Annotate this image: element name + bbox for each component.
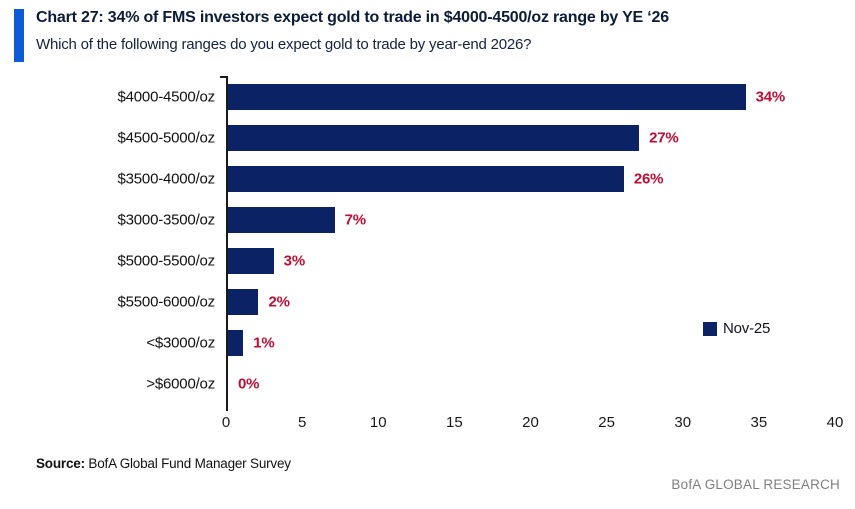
- chart-subtitle: Which of the following ranges do you exp…: [36, 36, 532, 53]
- x-tick-label: 20: [522, 414, 539, 431]
- legend: Nov-25: [703, 320, 770, 337]
- x-tick-label: 0: [221, 414, 231, 431]
- chart-bar: [228, 206, 335, 233]
- chart-bar: [228, 288, 259, 315]
- brand-line: BofA GLOBAL RESEARCH: [671, 477, 840, 492]
- category-label: <$3000/oz: [146, 334, 215, 351]
- chart-bar: [228, 165, 624, 192]
- value-label: 3%: [283, 252, 305, 269]
- value-label: 0%: [238, 375, 260, 392]
- chart-bar: [228, 124, 640, 151]
- chart-row: <$3000/oz 1%: [0, 322, 855, 363]
- chart-bar: [228, 329, 244, 356]
- x-tick-label: 40: [826, 414, 844, 431]
- source-text: BofA Global Fund Manager Survey: [84, 456, 291, 471]
- legend-swatch: [703, 321, 717, 336]
- category-label: $5000-5500/oz: [117, 252, 216, 269]
- chart-row: $5000-5500/oz 3%: [0, 240, 855, 281]
- category-label: $3000-3500/oz: [117, 211, 216, 228]
- value-label: 1%: [253, 334, 275, 351]
- value-label: 26%: [633, 170, 664, 187]
- value-label: 2%: [268, 293, 290, 310]
- chart-bar: [228, 83, 746, 110]
- chart-title: Chart 27: 34% of FMS investors expect go…: [36, 9, 669, 26]
- category-label: >$6000/oz: [146, 375, 215, 392]
- y-axis-line: [226, 76, 228, 405]
- y-axis-top-tick: [220, 76, 226, 78]
- x-tick-label: 5: [297, 414, 307, 431]
- category-label: $4000-4500/oz: [117, 88, 216, 105]
- chart-row: $3000-3500/oz 7%: [0, 199, 855, 240]
- x-tick-label: 15: [446, 414, 463, 431]
- value-label: 27%: [649, 129, 679, 146]
- title-accent-bar: [14, 9, 24, 62]
- category-label: $5500-6000/oz: [117, 293, 216, 310]
- legend-label: Nov-25: [723, 320, 771, 337]
- chart-row: >$6000/oz 0%: [0, 363, 855, 404]
- chart-row: $5500-6000/oz 2%: [0, 281, 855, 322]
- source-line: Source: BofA Global Fund Manager Survey: [36, 456, 291, 471]
- x-tick-label: 10: [369, 414, 387, 431]
- x-tick-label: 30: [674, 414, 692, 431]
- category-label: $3500-4000/oz: [117, 170, 216, 187]
- x-tick-label: 25: [598, 414, 615, 431]
- x-tick-label: 35: [750, 414, 768, 431]
- x-axis-zero-tick: [226, 405, 228, 411]
- chart-row: $4500-5000/oz 27%: [0, 117, 855, 158]
- value-label: 34%: [755, 88, 786, 105]
- plot-area: $4000-4500/oz 34% $4500-5000/oz 27% $3500-40…: [0, 76, 855, 411]
- x-axis: 0 5 10 15 20 25 30 35 40: [0, 414, 855, 434]
- value-label: 7%: [344, 211, 366, 228]
- chart-bar: [228, 247, 274, 274]
- source-label: Source:: [36, 456, 85, 471]
- chart-row: $3500-4000/oz 26%: [0, 158, 855, 199]
- chart-row: $4000-4500/oz 34%: [0, 76, 855, 117]
- category-label: $4500-5000/oz: [117, 129, 216, 146]
